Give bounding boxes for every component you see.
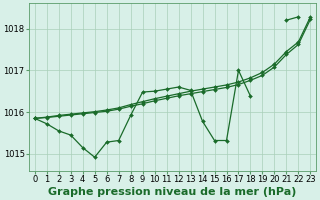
X-axis label: Graphe pression niveau de la mer (hPa): Graphe pression niveau de la mer (hPa) — [48, 187, 297, 197]
